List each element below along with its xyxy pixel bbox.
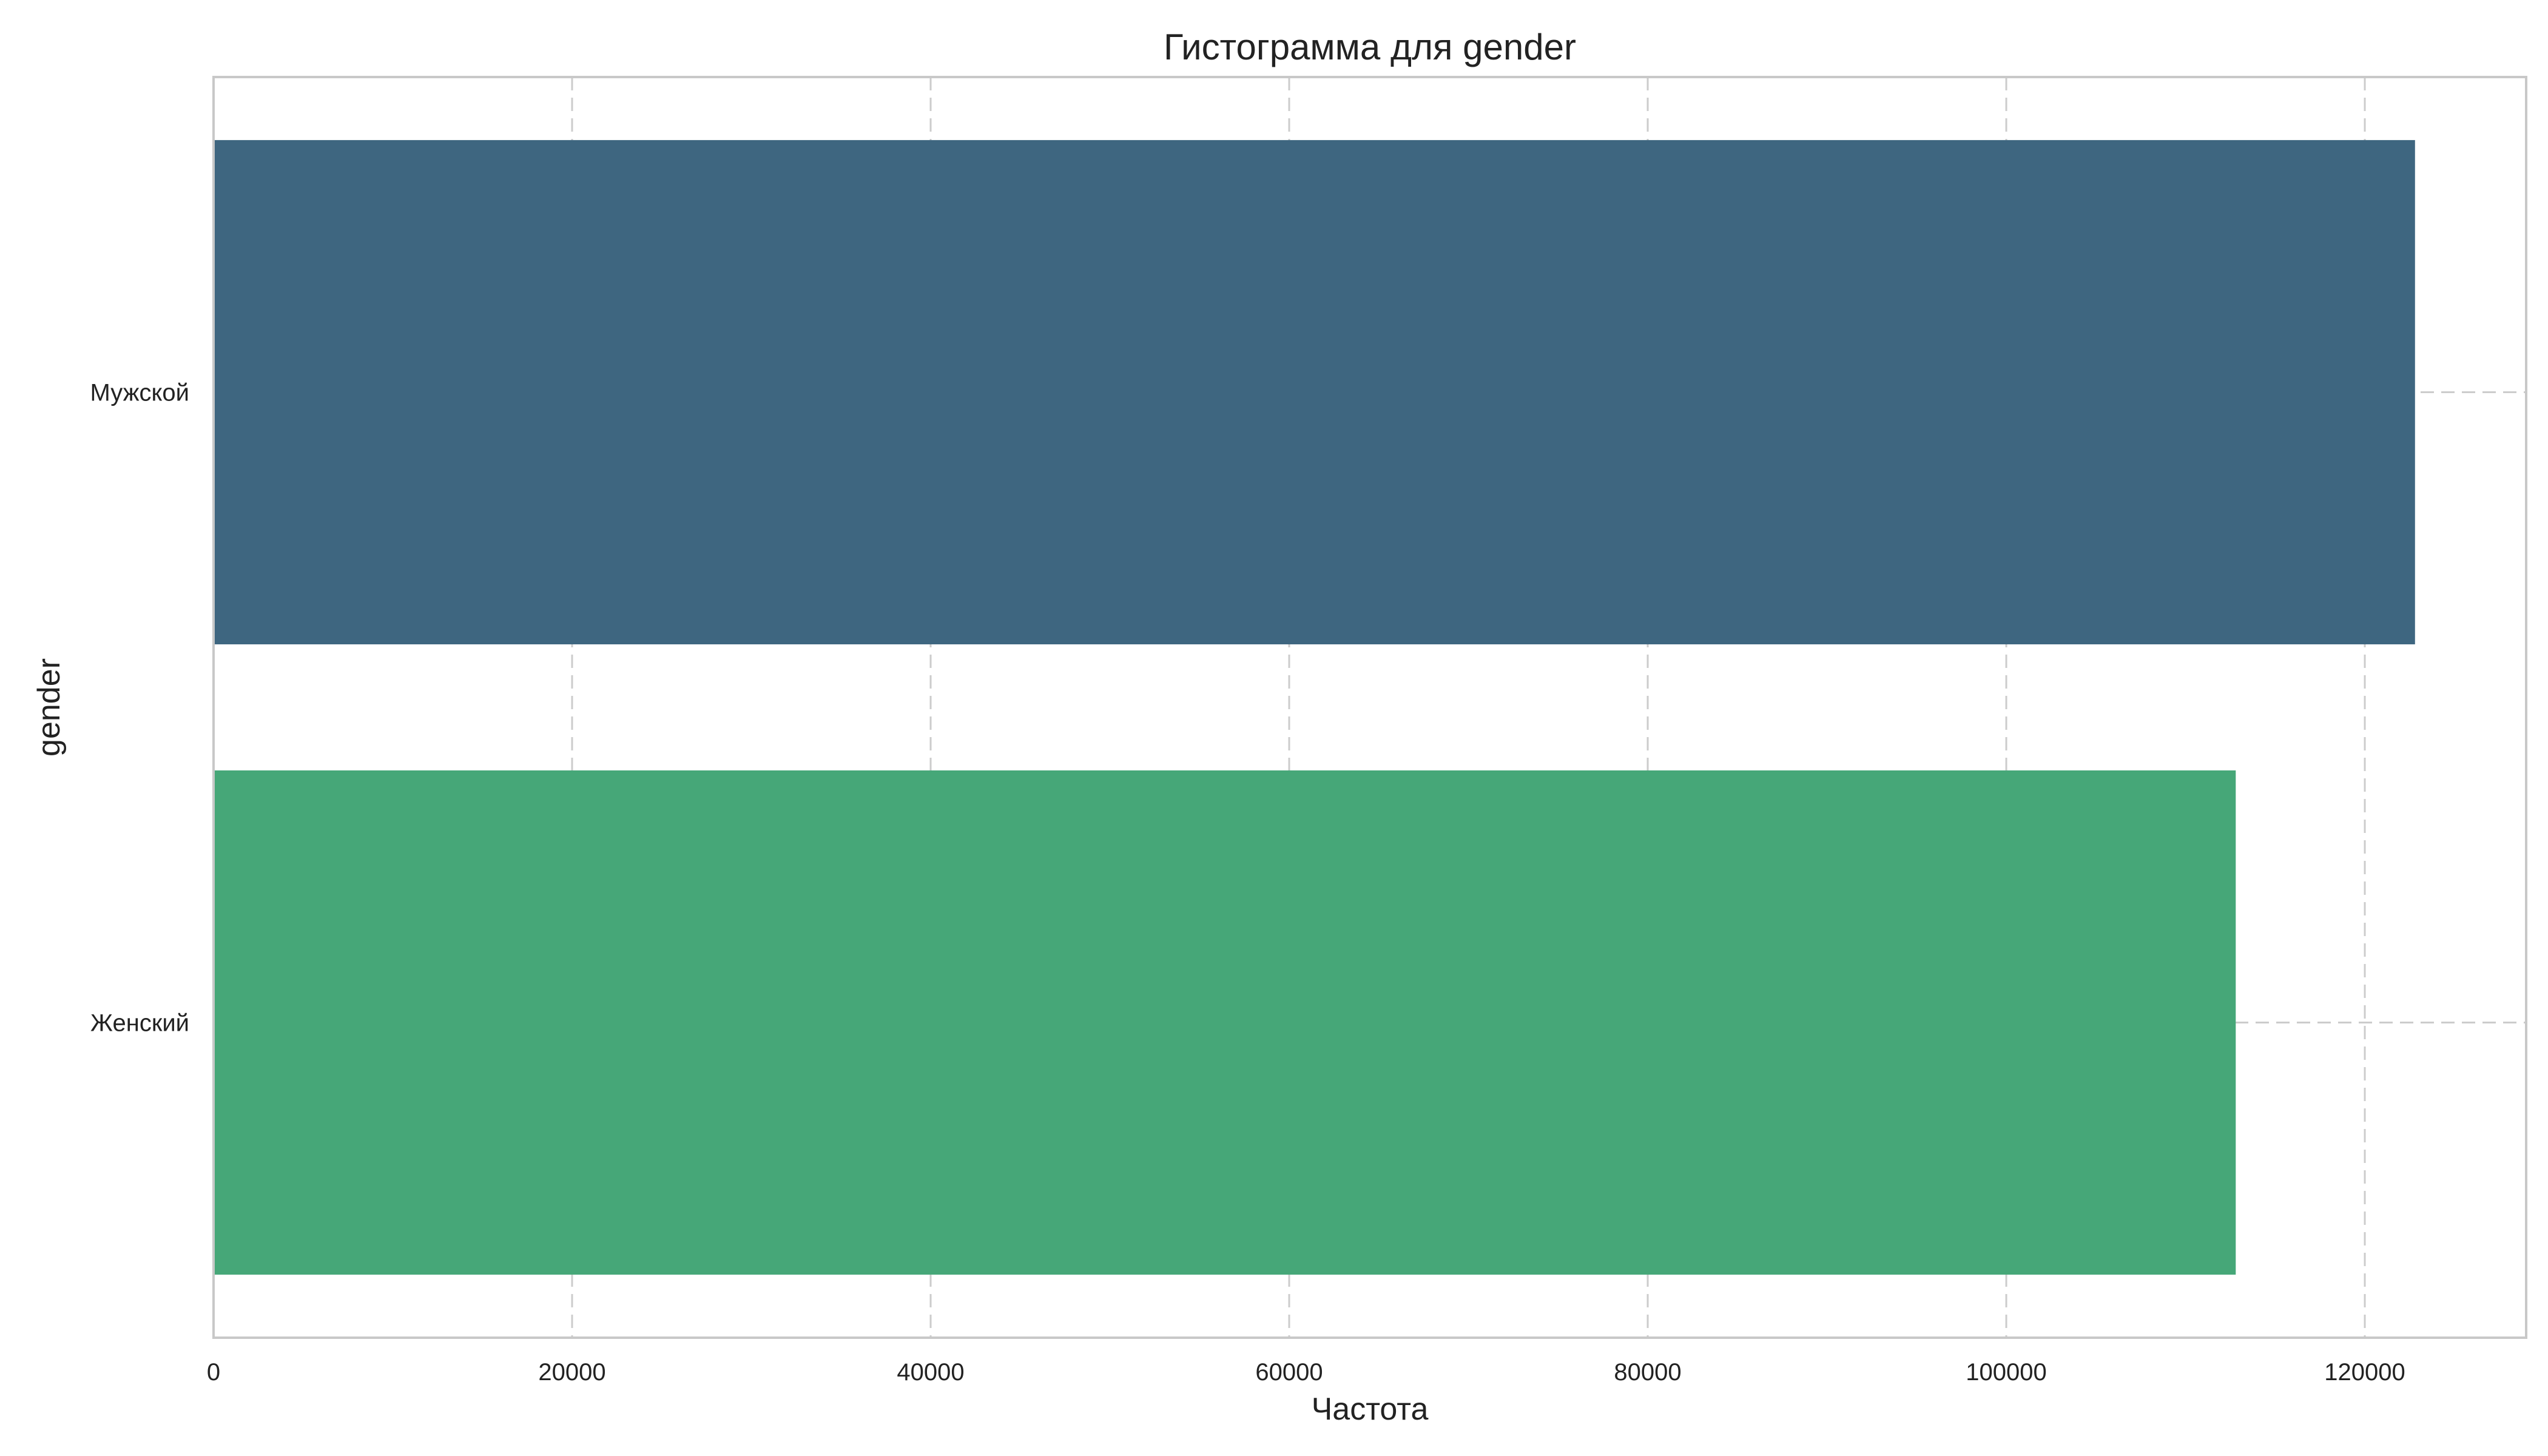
bar-female — [214, 770, 2236, 1275]
x-tick-label: 100000 — [1966, 1359, 2046, 1386]
x-tick-label: 120000 — [2324, 1359, 2405, 1386]
plot-frame — [212, 76, 2527, 1339]
x-tick-label: 0 — [207, 1359, 220, 1386]
y-axis-label: gender — [32, 658, 67, 757]
bars — [214, 140, 2415, 1275]
x-tick-label: 60000 — [1255, 1359, 1323, 1386]
y-tick-label: Мужской — [90, 380, 189, 406]
chart-title: Гистограмма для gender — [1164, 27, 1576, 67]
y-tick-labels: Мужской Женский — [90, 380, 189, 1037]
x-tick-label: 20000 — [538, 1359, 605, 1386]
x-tick-label: 40000 — [897, 1359, 964, 1386]
x-axis-label: Частота — [1312, 1392, 1429, 1427]
x-tick-label: 80000 — [1614, 1359, 1681, 1386]
bar-male — [214, 140, 2415, 645]
x-tick-labels: 0 20000 40000 60000 80000 100000 120000 — [207, 1359, 2405, 1386]
y-tick-label: Женский — [90, 1010, 189, 1037]
